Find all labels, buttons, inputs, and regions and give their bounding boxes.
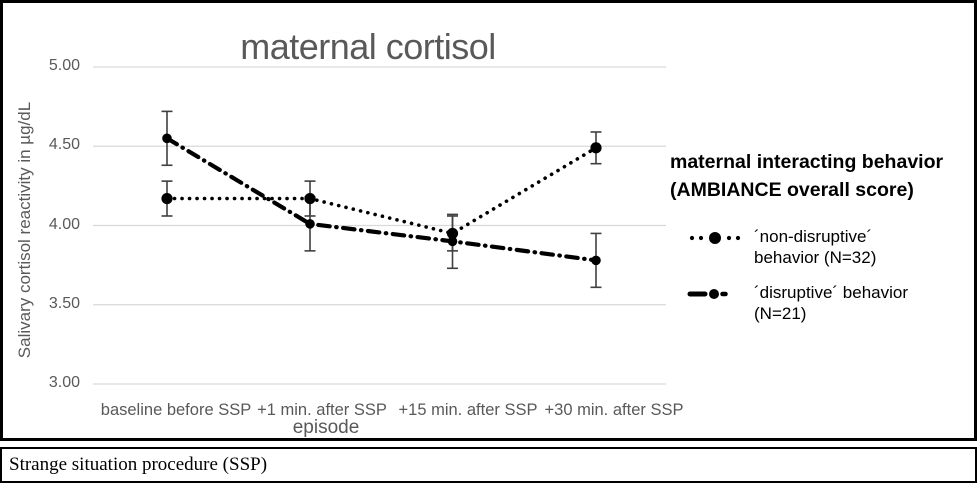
data-point-marker bbox=[590, 142, 602, 154]
legend: ´non-disruptive´ behavior (N=32) ´disrupt… bbox=[686, 226, 976, 338]
chart-title: maternal cortisol bbox=[240, 26, 496, 67]
x-axis-title: episode bbox=[292, 417, 360, 438]
legend-item: ´disruptive´ behavior (N=21) bbox=[686, 282, 976, 324]
legend-marker bbox=[709, 232, 721, 244]
data-point-marker bbox=[305, 219, 315, 229]
legend-label: ´disruptive´ behavior (N=21) bbox=[754, 283, 909, 323]
legend-title-line-1: maternal interacting behavior bbox=[670, 151, 944, 173]
y-tick-label: 4.00 bbox=[48, 215, 80, 233]
x-category-label: +1 min. after SSP bbox=[257, 401, 387, 419]
data-point-marker bbox=[304, 192, 316, 205]
caption-text: Strange situation procedure (SSP) bbox=[9, 454, 268, 475]
y-tick-label: 5.00 bbox=[48, 57, 80, 74]
legend-sample-dotted-icon bbox=[689, 232, 741, 244]
data-point-marker bbox=[162, 133, 172, 144]
x-category-label: baseline before SSP bbox=[100, 401, 252, 419]
data-point-marker bbox=[446, 227, 459, 240]
legend-dot bbox=[698, 235, 704, 241]
x-category-label: +30 min. after SSP bbox=[544, 401, 684, 419]
legend-sample-dash-dot-icon bbox=[687, 289, 728, 299]
caption-box: Strange situation procedure (SSP) bbox=[0, 447, 977, 483]
y-tick-label: 3.00 bbox=[48, 374, 80, 391]
legend-label: ´non-disruptive´ behavior (N=32) bbox=[754, 227, 877, 267]
x-category-label: +15 min. after SSP bbox=[398, 401, 538, 419]
data-point-marker bbox=[161, 192, 173, 205]
legend-dot bbox=[689, 235, 695, 241]
legend-dot bbox=[726, 235, 732, 241]
legend-title-line-2: (AMBIANCE overall score) bbox=[670, 179, 914, 201]
series-line-0 bbox=[165, 146, 598, 236]
plot-canvas bbox=[93, 66, 666, 385]
y-tick-label: 3.50 bbox=[48, 294, 80, 312]
legend-item: ´non-disruptive´ behavior (N=32) bbox=[686, 226, 976, 268]
legend-marker bbox=[709, 289, 719, 299]
data-point-marker bbox=[591, 255, 601, 266]
series-line-1 bbox=[164, 136, 599, 263]
cortisol-line-chart: maternal cortisol Salivary cortisol reac… bbox=[0, 0, 977, 441]
data-point-marker bbox=[447, 236, 458, 247]
y-tick-label: 4.50 bbox=[48, 136, 80, 154]
legend-dot bbox=[735, 235, 741, 241]
legend-title: maternal interacting behavior (AMBIANCE … bbox=[670, 148, 972, 204]
